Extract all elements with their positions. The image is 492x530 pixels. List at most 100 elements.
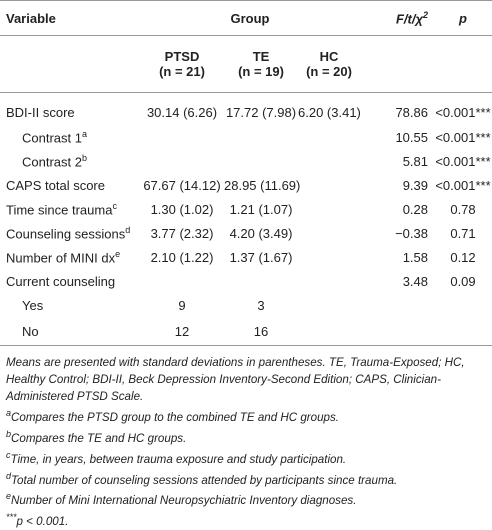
footnote-text: Total number of counseling sessions atte… bbox=[11, 473, 398, 487]
row-label-text: Number of MINI dx bbox=[6, 250, 116, 266]
group-n: (n = 20) bbox=[306, 64, 352, 79]
cell-p: <0.001*** bbox=[435, 129, 491, 145]
cell-ptsd: 12 bbox=[140, 317, 224, 346]
table-row: Current counseling 3.48 0.09 bbox=[0, 269, 492, 293]
cell-te bbox=[224, 149, 298, 173]
blank bbox=[0, 35, 140, 93]
cell-p: 0.09 bbox=[450, 273, 476, 289]
table-row: CAPS total score 67.67 (14.12) 28.95 (11.6… bbox=[0, 173, 492, 197]
note-text: Means are presented with standard deviat… bbox=[6, 356, 465, 403]
cell-p: <0.001*** bbox=[435, 177, 491, 193]
footnote: cTime, in years, between trauma exposure… bbox=[6, 447, 486, 468]
row-label: Contrast 1a bbox=[0, 125, 140, 149]
cell-stat: 10.55 bbox=[395, 129, 428, 145]
cell-hc bbox=[298, 269, 360, 293]
cell-stat: 3.48 bbox=[402, 273, 428, 289]
cell-te: 1.21 (1.07) bbox=[229, 201, 293, 217]
footnote-ref: d bbox=[125, 224, 131, 235]
cell-p: 0.78 bbox=[450, 201, 476, 217]
header-row: Variable Group F/t/χ2 p bbox=[0, 0, 492, 36]
footnote-mark: d bbox=[6, 470, 12, 481]
header-stat: F/t/χ2 bbox=[360, 0, 434, 36]
row-label-text: Contrast 2 bbox=[22, 154, 82, 170]
footnote-mark: c bbox=[6, 449, 11, 460]
cell-hc bbox=[298, 293, 360, 317]
cell-p bbox=[434, 317, 492, 346]
row-label: BDI-II score bbox=[0, 93, 140, 126]
row-label: CAPS total score bbox=[0, 173, 140, 197]
group-n: (n = 21) bbox=[159, 64, 205, 79]
row-label: Number of MINI dxe bbox=[0, 245, 140, 269]
footnote-ref: c bbox=[112, 200, 117, 211]
cell-hc bbox=[298, 125, 360, 149]
cell-hc bbox=[298, 197, 360, 221]
table-body: BDI-II score 30.14 (6.26) 17.72 (7.98) 6.20… bbox=[0, 93, 492, 346]
row-label: Counseling sessionsd bbox=[0, 221, 140, 245]
blank bbox=[360, 35, 434, 93]
notes: Means are presented with standard deviat… bbox=[0, 346, 492, 530]
group-header: TE (n = 19) bbox=[224, 35, 298, 93]
row-label: Time since traumac bbox=[0, 197, 140, 221]
footnote: dTotal number of counseling sessions att… bbox=[6, 468, 486, 489]
cell-hc bbox=[298, 245, 360, 269]
cell-ptsd: 3.77 (2.32) bbox=[150, 225, 214, 241]
row-label-text: BDI-II score bbox=[6, 104, 75, 120]
group-name: HC bbox=[319, 49, 339, 64]
cell-hc bbox=[298, 221, 360, 245]
row-label-text: Yes bbox=[22, 297, 44, 313]
cell-p: <0.001*** bbox=[435, 153, 491, 169]
cell-stat: 78.86 bbox=[395, 104, 428, 120]
cell-ptsd: 67.67 (14.12) bbox=[143, 177, 221, 193]
row-label: Yes bbox=[0, 293, 140, 317]
cell-p: 0.12 bbox=[450, 249, 476, 265]
cell-te: 4.20 (3.49) bbox=[229, 225, 293, 241]
table-row: No 12 16 bbox=[0, 317, 492, 346]
cell-stat: 5.81 bbox=[402, 153, 428, 169]
footnote: aCompares the PTSD group to the combined… bbox=[6, 405, 486, 426]
row-label-text: Contrast 1 bbox=[22, 130, 82, 146]
footnote-text: p < 0.001. bbox=[16, 515, 69, 529]
cell-ptsd: 1.30 (1.02) bbox=[150, 201, 214, 217]
cell-p: 0.71 bbox=[450, 225, 476, 241]
footnote: ***p < 0.001. bbox=[6, 509, 486, 530]
cell-ptsd bbox=[140, 125, 224, 149]
footnote-text: Time, in years, between trauma exposure … bbox=[10, 452, 347, 466]
group-header: HC (n = 20) bbox=[298, 35, 360, 93]
cell-te bbox=[224, 125, 298, 149]
row-label-text: No bbox=[22, 323, 39, 339]
row-label: No bbox=[0, 317, 140, 346]
group-name: TE bbox=[252, 49, 270, 64]
cell-te: 1.37 (1.67) bbox=[229, 249, 293, 265]
data-table: Variable Group F/t/χ2 p PTSD (n = 21) TE (n… bbox=[0, 0, 492, 346]
group-row: PTSD (n = 21) TE (n = 19) HC (n = 20) bbox=[0, 35, 492, 93]
cell-stat bbox=[360, 293, 434, 317]
cell-ptsd bbox=[140, 269, 224, 293]
cell-stat: 0.28 bbox=[402, 201, 428, 217]
row-label-text: Counseling sessions bbox=[6, 226, 126, 242]
cell-hc: 6.20 (3.41) bbox=[298, 104, 361, 120]
cell-stat: 1.58 bbox=[402, 249, 428, 265]
table-row: BDI-II score 30.14 (6.26) 17.72 (7.98) 6.20… bbox=[0, 93, 492, 126]
group-header: PTSD (n = 21) bbox=[140, 35, 224, 93]
row-label: Contrast 2b bbox=[0, 149, 140, 173]
cell-p: <0.001*** bbox=[435, 104, 491, 120]
cell-te: 16 bbox=[224, 317, 298, 346]
table-row: Counseling sessionsd 3.77 (2.32) 4.20 (3.4… bbox=[0, 221, 492, 245]
footnote-ref: b bbox=[81, 152, 87, 163]
cell-ptsd: 9 bbox=[178, 297, 186, 313]
stat-sup: 2 bbox=[422, 9, 428, 20]
stat-text: F/t/χ bbox=[395, 11, 423, 27]
cell-stat: 9.39 bbox=[402, 177, 428, 193]
row-label-text: Time since trauma bbox=[6, 202, 113, 218]
footnote-mark: *** bbox=[6, 512, 17, 523]
cell-ptsd bbox=[140, 149, 224, 173]
blank bbox=[434, 35, 492, 93]
cell-ptsd: 2.10 (1.22) bbox=[150, 249, 214, 265]
cell-hc bbox=[298, 317, 360, 346]
footnote-mark: b bbox=[6, 428, 12, 439]
table-row: Yes 9 3 bbox=[0, 293, 492, 317]
table-row: Contrast 1a 10.55 <0.001*** bbox=[0, 125, 492, 149]
footnote-text: Compares the TE and HC groups. bbox=[11, 431, 187, 445]
row-label: Current counseling bbox=[0, 269, 140, 293]
